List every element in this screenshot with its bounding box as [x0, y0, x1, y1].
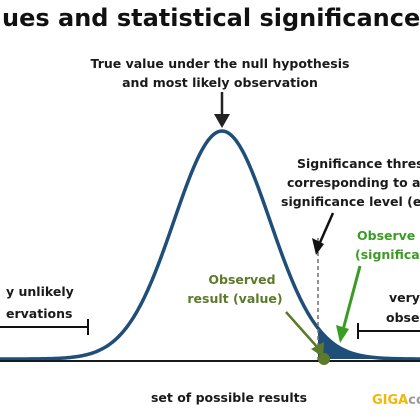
null-hypothesis-label-line1: True value under the null hypothesis — [91, 56, 350, 71]
left-unlikely-label-line2: ervations — [6, 306, 72, 321]
right-unlikely-label-line1: very — [389, 290, 420, 305]
threshold-label-line1: Significance thresh — [297, 156, 420, 171]
observed-significant-arrow-shaft — [341, 265, 362, 331]
observed-significant-label-line2: (significan — [355, 247, 420, 262]
right-unlikely-label-line2: obse — [386, 310, 419, 325]
null-hypothesis-label-line2: and most likely observation — [122, 75, 318, 90]
brand-part1: GIGA — [372, 393, 408, 408]
observed-result-arrow-head — [311, 342, 324, 357]
observed-significant-arrow-head — [336, 325, 349, 343]
observed-result-label-line2: result (value) — [187, 291, 282, 306]
left-unlikely-label-line1: y unlikely — [6, 284, 74, 299]
brand-logo: GIGAco — [372, 393, 420, 408]
brand-part2: co — [408, 393, 420, 408]
threshold-label-line2: corresponding to a g — [287, 175, 420, 190]
observed-result-label-line1: Observed — [208, 272, 275, 287]
observed-result-arrow-shaft — [285, 311, 319, 349]
observed-result-point — [318, 353, 330, 365]
null-hypothesis-arrow-head — [214, 114, 230, 128]
threshold-label-line3: significance level (e.g — [281, 194, 420, 209]
threshold-arrow-shaft — [316, 212, 335, 248]
observed-significant-label-line1: Observe — [357, 228, 415, 243]
normal-distribution-curve — [0, 129, 420, 361]
threshold-arrow-head — [312, 238, 324, 255]
diagram-title: ues and statistical significance exp — [2, 4, 420, 32]
x-axis-label: set of possible results — [151, 390, 307, 405]
